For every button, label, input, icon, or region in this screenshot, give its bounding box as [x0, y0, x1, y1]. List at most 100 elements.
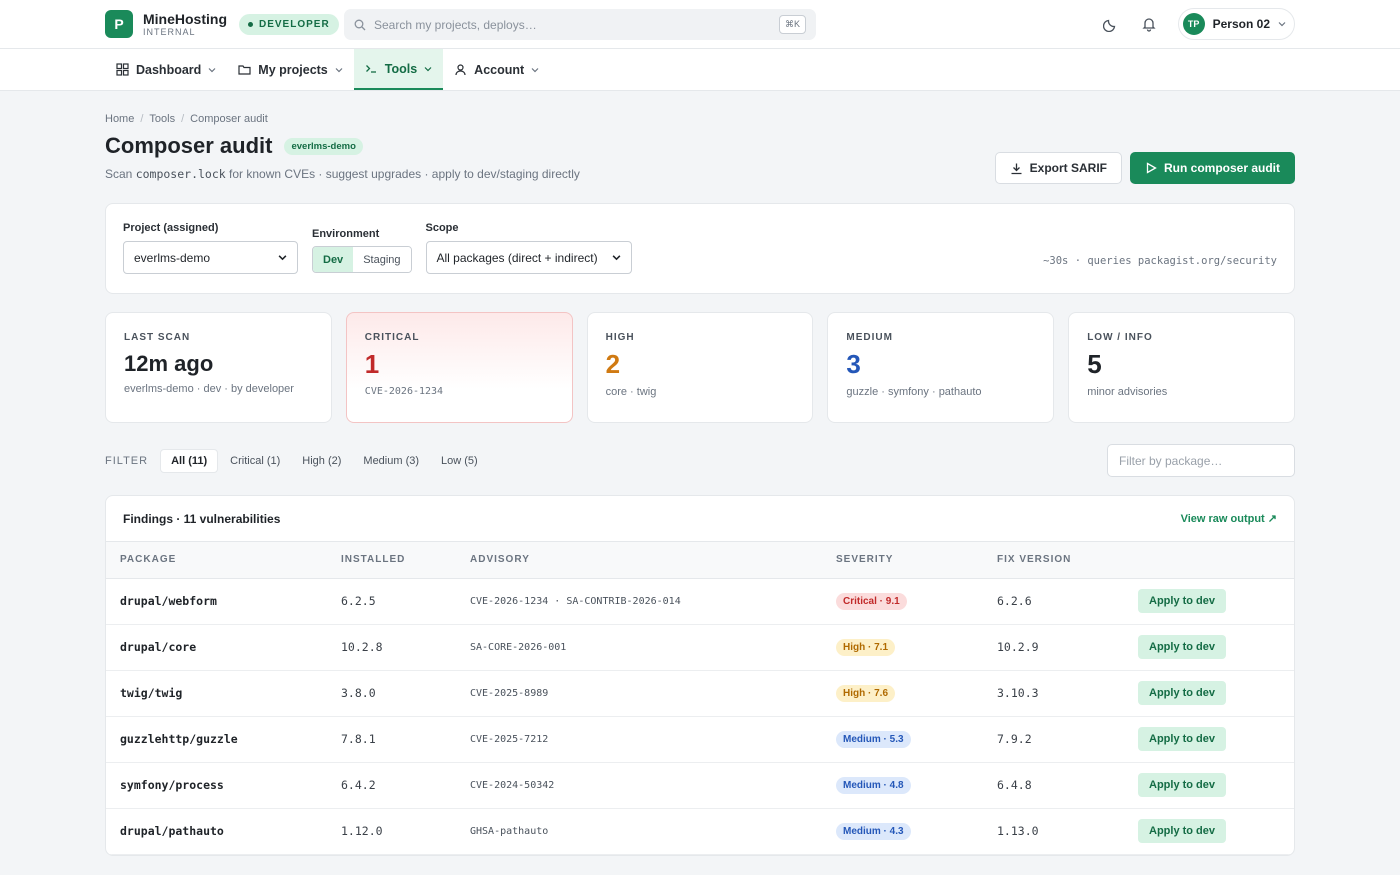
severity-badge: Medium · 4.3: [836, 822, 911, 840]
scope-select[interactable]: All packages (direct + indirect): [425, 241, 632, 274]
env-option-dev[interactable]: Dev: [313, 247, 354, 272]
advisory-id[interactable]: CVE-2025-8989: [456, 670, 822, 717]
stats-row: LAST SCAN 12m ago everlms-demo · dev · b…: [105, 312, 1295, 423]
advisory-id[interactable]: SA-CORE-2026-001: [456, 624, 822, 671]
search-shortcut: ⌘K: [778, 15, 806, 34]
nav-my-projects[interactable]: My projects: [227, 49, 353, 90]
table-row[interactable]: guzzlehttp/guzzle 7.8.1 CVE-2025-7212 Me…: [106, 716, 1294, 763]
apply-to-dev-button[interactable]: Apply to dev: [1138, 635, 1227, 659]
run-audit-label: Run composer audit: [1163, 161, 1280, 175]
stat-label: HIGH: [605, 332, 635, 343]
advisory-id[interactable]: GHSA-pathauto: [456, 808, 822, 855]
title-row: Composer audit everlms-demo: [105, 133, 1295, 159]
role-badge: DEVELOPER: [239, 13, 339, 35]
breadcrumb-home[interactable]: Home: [105, 113, 135, 125]
page-title: Composer audit: [105, 133, 273, 158]
severity-cell: High · 7.6: [822, 670, 983, 717]
scope-select-value: All packages (direct + indirect): [436, 250, 598, 265]
user-menu[interactable]: TP Person 02: [1177, 8, 1295, 40]
filter-chip-critical[interactable]: Critical (1): [230, 454, 281, 467]
terminal-icon: [365, 65, 376, 73]
stat-label: LOW / INFO: [1087, 332, 1153, 343]
env-option-staging[interactable]: Staging: [353, 247, 411, 272]
apply-to-dev-button[interactable]: Apply to dev: [1138, 773, 1227, 797]
search-bar[interactable]: ⌘K: [344, 9, 816, 40]
table-row[interactable]: drupal/webform 6.2.5 CVE-2026-1234 · SA-…: [106, 578, 1294, 625]
breadcrumb-tools[interactable]: Tools: [149, 113, 176, 125]
stat-subtext: everlms-demo · dev · by developer: [124, 383, 294, 395]
download-icon: [1011, 163, 1022, 174]
table-row[interactable]: drupal/core 10.2.8 SA-CORE-2026-001 High…: [106, 624, 1294, 671]
nav-tools[interactable]: Tools: [353, 49, 444, 90]
apply-to-dev-button[interactable]: Apply to dev: [1138, 819, 1227, 843]
stat-low-info[interactable]: LOW / INFO 5 minor advisories: [1068, 312, 1295, 423]
table-row[interactable]: twig/twig 3.8.0 CVE-2025-8989 High · 7.6…: [106, 670, 1294, 717]
main-content: Home / Tools / Composer audit Composer a…: [0, 113, 1400, 856]
advisory-id[interactable]: CVE-2026-1234 · SA-CONTRIB-2026-014: [456, 578, 822, 625]
filter-chip-medium[interactable]: Medium (3): [363, 454, 420, 467]
folder-icon: [238, 65, 251, 75]
column-header-advisory[interactable]: ADVISORY: [456, 542, 822, 579]
project-select[interactable]: everlms-demo: [123, 241, 298, 274]
environment-group: Environment Dev Staging: [312, 222, 412, 273]
apply-to-dev-button[interactable]: Apply to dev: [1138, 727, 1227, 751]
chevron-down-icon: [278, 255, 287, 261]
project-select-group: Project (assigned) everlms-demo: [123, 222, 298, 274]
user-name: Person 02: [1212, 17, 1270, 31]
nav-dashboard[interactable]: Dashboard: [105, 49, 227, 90]
apply-to-dev-button[interactable]: Apply to dev: [1138, 681, 1227, 705]
main-nav: Dashboard My projects Tools Account: [0, 49, 1400, 91]
findings-table-card: Findings · 11 vulnerabilities View raw o…: [105, 495, 1295, 856]
apply-to-dev-button[interactable]: Apply to dev: [1138, 589, 1227, 613]
findings-table: PACKAGE INSTALLED ADVISORY SEVERITY FIX …: [106, 542, 1294, 855]
subtitle-code: composer.lock: [135, 167, 226, 181]
column-header-severity[interactable]: SEVERITY: [822, 542, 983, 579]
status-dot-icon: [248, 21, 253, 27]
top-bar: P MineHosting INTERNAL DEVELOPER ⌘K TP P…: [0, 0, 1400, 49]
breadcrumb: Home / Tools / Composer audit: [105, 113, 1295, 125]
column-header-installed[interactable]: INSTALLED: [327, 542, 456, 579]
avatar: TP: [1182, 13, 1205, 35]
stat-medium[interactable]: MEDIUM 3 guzzle · symfony · pathauto: [827, 312, 1055, 423]
run-audit-button[interactable]: Run composer audit: [1129, 152, 1295, 184]
severity-badge: Medium · 5.3: [836, 730, 911, 748]
table-row[interactable]: drupal/pathauto 1.12.0 GHSA-pathauto Med…: [106, 808, 1294, 855]
environment-label: Environment: [312, 228, 380, 240]
project-tag: everlms-demo: [284, 137, 363, 155]
nav-account[interactable]: Account: [443, 49, 550, 90]
bell-icon[interactable]: [1140, 15, 1158, 33]
package-name: drupal/core: [106, 624, 327, 671]
filter-chip-low[interactable]: Low (5): [441, 454, 478, 467]
package-filter-input[interactable]: [1107, 444, 1295, 477]
findings-title: Findings · 11 vulnerabilities: [123, 511, 281, 526]
user-icon: [455, 64, 466, 76]
chevron-down-icon: [1278, 22, 1286, 27]
play-icon: [1146, 162, 1157, 174]
column-header-fix-version[interactable]: FIX VERSION: [983, 542, 1124, 579]
filter-chip-high[interactable]: High (2): [302, 454, 342, 467]
column-header-package[interactable]: PACKAGE: [106, 542, 327, 579]
installed-version: 3.8.0: [327, 670, 456, 717]
moon-icon[interactable]: [1102, 15, 1120, 33]
advisory-id[interactable]: CVE-2025-7212: [456, 716, 822, 763]
advisory-id[interactable]: CVE-2024-50342: [456, 762, 822, 809]
action-cell: Apply to dev: [1124, 762, 1294, 809]
severity-badge: Critical · 9.1: [836, 592, 907, 610]
view-raw-output-link[interactable]: View raw output ↗: [1180, 513, 1277, 525]
stat-value: 2: [605, 349, 621, 379]
export-sarif-button[interactable]: Export SARIF: [994, 152, 1122, 184]
filter-chip-all[interactable]: All (11): [160, 448, 219, 473]
severity-cell: High · 7.1: [822, 624, 983, 671]
brand-subtitle: INTERNAL: [143, 26, 196, 37]
stat-high[interactable]: HIGH 2 core · twig: [586, 312, 814, 423]
chevron-down-icon: [531, 67, 539, 72]
table-row[interactable]: symfony/process 6.4.2 CVE-2024-50342 Med…: [106, 762, 1294, 809]
scope-label: Scope: [425, 222, 459, 234]
brand-logo[interactable]: P: [105, 10, 133, 38]
scope-group: Scope All packages (direct + indirect): [425, 222, 632, 274]
stat-critical[interactable]: CRITICAL 1 CVE-2026-1234: [345, 312, 573, 423]
fix-version: 1.13.0: [983, 808, 1124, 855]
search-input[interactable]: [374, 17, 779, 32]
page-subtitle: Scan composer.lock for known CVEs · sugg…: [105, 167, 1295, 181]
severity-badge: High · 7.6: [836, 684, 896, 702]
